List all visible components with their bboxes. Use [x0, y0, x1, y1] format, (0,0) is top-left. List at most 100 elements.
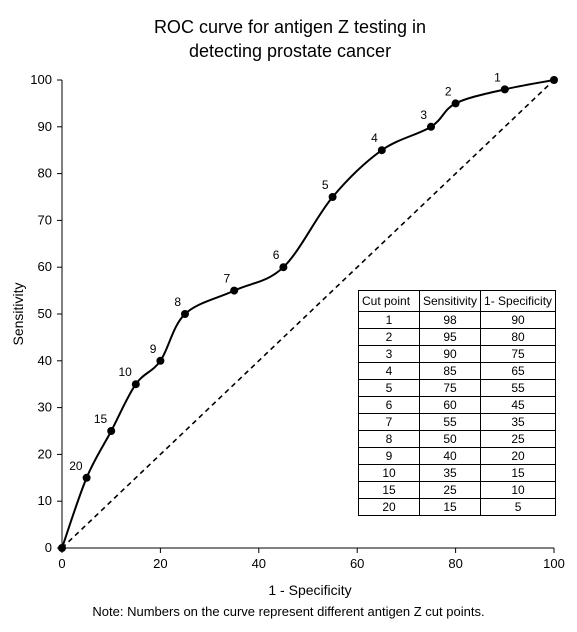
curve-point — [550, 76, 558, 84]
table-cell: 95 — [418, 328, 482, 346]
table-cell: 85 — [418, 362, 482, 380]
y-tick-label: 0 — [45, 540, 52, 555]
y-tick-label: 60 — [38, 259, 52, 274]
table-cell: 20 — [358, 498, 420, 516]
curve-point — [500, 85, 509, 94]
table-row: 10 35 15 — [358, 464, 557, 482]
table-cell: 98 — [418, 311, 482, 329]
table-cell: 75 — [480, 345, 557, 363]
table-cell: 5 — [480, 498, 557, 516]
table-cell: 65 — [480, 362, 557, 380]
cut-point-label: 1 — [494, 70, 501, 84]
table-row: 20 15 5 — [358, 498, 557, 516]
table-cell: 8 — [358, 430, 420, 448]
table-cell: 75 — [418, 379, 482, 397]
table-header-specificity: 1- Specificity — [480, 290, 557, 312]
curve-point — [156, 356, 165, 365]
cut-point-label: 6 — [273, 248, 280, 262]
table-row: 6 60 45 — [358, 396, 557, 414]
curve-point — [131, 380, 140, 389]
table-header-cut-point: Cut point — [358, 290, 420, 312]
y-tick-label: 80 — [38, 166, 52, 181]
table-cell: 35 — [480, 413, 557, 431]
table-body: 1 98 90 2 95 80 3 90 75 4 85 65 5 75 55 6 60 45 7 55 35 8 50 25… — [358, 311, 557, 516]
table-header-row: Cut point Sensitivity 1- Specificity — [358, 290, 557, 312]
y-tick-label: 90 — [38, 119, 52, 134]
table-cell: 60 — [418, 396, 482, 414]
table-cell: 35 — [418, 464, 482, 482]
cut-point-label: 8 — [174, 295, 181, 309]
table-cell: 55 — [480, 379, 557, 397]
x-tick-label: 60 — [350, 556, 364, 571]
table-row: 5 75 55 — [358, 379, 557, 397]
curve-point — [377, 146, 386, 155]
cut-point-label: 2 — [445, 84, 452, 98]
table-header-sensitivity: Sensitivity — [418, 290, 482, 312]
chart-title-line-1: ROC curve for antigen Z testing in — [154, 17, 426, 37]
table-cell: 1 — [358, 311, 420, 329]
table-row: 7 55 35 — [358, 413, 557, 431]
curve-point — [451, 99, 460, 108]
curve-point — [427, 122, 435, 131]
table-cell: 90 — [480, 311, 557, 329]
table-cell: 4 — [358, 362, 420, 380]
y-tick-label: 100 — [30, 72, 52, 87]
x-tick-label: 40 — [252, 556, 266, 571]
table-cell: 90 — [418, 345, 482, 363]
x-tick-label: 100 — [543, 556, 565, 571]
curve-point — [107, 427, 116, 435]
cut-point-label: 15 — [94, 412, 108, 426]
table-cell: 9 — [358, 447, 420, 465]
table-cell: 15 — [358, 481, 420, 499]
cut-point-label: 3 — [420, 108, 427, 122]
x-tick-label: 80 — [448, 556, 462, 571]
table-cell: 15 — [418, 498, 482, 516]
curve-point — [230, 286, 239, 295]
table-cell: 15 — [480, 464, 557, 482]
table-cell: 25 — [480, 430, 557, 448]
chart-note: Note: Numbers on the curve represent dif… — [92, 604, 485, 619]
table-cell: 7 — [358, 413, 420, 431]
table-cell: 25 — [418, 481, 482, 499]
table-row: 9 40 20 — [358, 447, 557, 465]
table-row: 15 25 10 — [358, 481, 557, 499]
cut-point-label: 9 — [150, 342, 157, 356]
cut-point-label: 5 — [322, 178, 329, 192]
cut-point-label: 7 — [224, 272, 231, 286]
table-row: 3 90 75 — [358, 345, 557, 363]
cut-point-label: 4 — [371, 131, 378, 145]
table-row: 2 95 80 — [358, 328, 557, 346]
x-tick-label: 0 — [58, 556, 65, 571]
table-cell: 45 — [480, 396, 557, 414]
y-tick-label: 20 — [38, 446, 52, 461]
y-tick-label: 40 — [38, 353, 52, 368]
curve-point — [82, 473, 91, 482]
cut-point-table: Cut point Sensitivity 1- Specificity 1 98… — [358, 290, 557, 516]
chart-title-line-2: detecting prostate cancer — [189, 41, 391, 61]
curve-point — [181, 310, 189, 318]
y-tick-label: 70 — [38, 212, 52, 227]
table-cell: 3 — [358, 345, 420, 363]
table-cell: 5 — [358, 379, 420, 397]
table-cell: 10 — [358, 464, 420, 482]
table-cell: 55 — [418, 413, 482, 431]
table-cell: 10 — [480, 481, 557, 499]
table-row: 4 85 65 — [358, 362, 557, 380]
table-cell: 6 — [358, 396, 420, 414]
curve-point — [279, 263, 288, 272]
y-tick-label: 50 — [38, 306, 52, 321]
curve-point — [58, 544, 66, 552]
cut-point-label: 10 — [118, 365, 132, 379]
y-tick-label: 30 — [38, 400, 52, 415]
table-cell: 50 — [418, 430, 482, 448]
x-axis-label: 1 - Specificity — [268, 582, 351, 598]
table-row: 8 50 25 — [358, 430, 557, 448]
x-tick-label: 20 — [153, 556, 167, 571]
table-cell: 80 — [480, 328, 557, 346]
cut-point-label: 20 — [69, 459, 83, 473]
curve-point — [328, 193, 337, 201]
table-cell: 2 — [358, 328, 420, 346]
